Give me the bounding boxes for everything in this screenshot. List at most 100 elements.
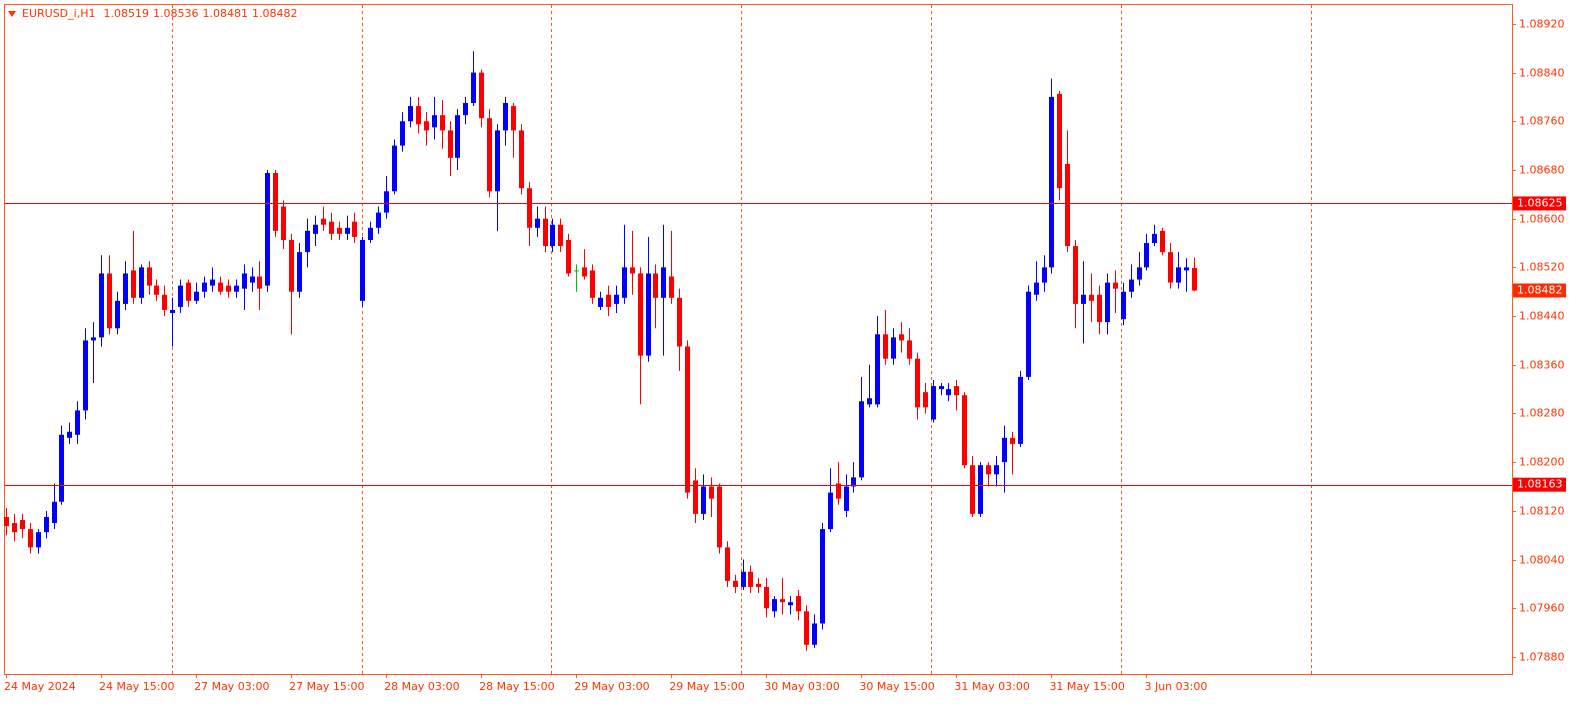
candle-body [566,239,571,274]
candle-body [622,267,627,298]
candle-body [764,586,769,609]
high-value: 1.08536 [153,7,199,20]
close-value: 1.08482 [252,7,298,20]
candle-body [899,334,904,341]
candle-body [107,273,112,329]
candle-body [210,279,215,286]
candle-body [733,580,738,587]
candle-body [693,480,698,514]
candle-body [669,276,674,298]
candle-body [297,252,302,292]
candle-body [408,106,413,122]
candle-body [20,519,25,530]
candle-body [836,483,841,499]
y-tick-label: 1.08280 [1519,407,1565,420]
y-tick-label: 1.08520 [1519,261,1565,274]
candle-body [756,583,761,587]
x-tick-label: 30 May 03:00 [764,680,839,693]
candle-body [646,273,651,356]
candle-body [352,221,357,237]
candle-body [202,282,207,292]
candle-body [859,401,864,478]
candle-body [1049,96,1054,268]
candle-body [139,267,144,298]
candle-body [978,465,983,514]
price-tag-label: 1.08625 [1517,196,1563,209]
candle-body [844,486,849,511]
candle-body [28,529,33,548]
candle-body [1168,252,1173,283]
x-tick-label: 31 May 03:00 [954,680,1029,693]
candle-body [598,297,603,307]
candle-body [780,599,785,603]
candle-body [234,285,239,292]
candle-body [1097,294,1102,323]
candle-body [91,337,96,341]
candle-body [67,431,72,438]
y-tick-label: 1.08680 [1519,164,1565,177]
candle-body [471,72,476,104]
price-tag: 1.08163 [1513,477,1566,492]
y-tick-label: 1.08440 [1519,310,1565,323]
candle-body [281,206,286,240]
candle-body [709,486,714,499]
x-tick-label: 24 May 15:00 [99,680,174,693]
candle-body [440,115,445,131]
y-tick-label: 1.08600 [1519,213,1565,226]
candle-body [986,465,991,475]
collapse-arrow[interactable] [8,11,16,17]
y-tick-label: 1.08760 [1519,115,1565,128]
candle-body [257,276,262,289]
candle-body [685,346,690,493]
candle-body [289,239,294,292]
y-tick-label: 1.08920 [1519,18,1565,31]
low-value: 1.08481 [202,7,248,20]
candle-body [661,267,666,298]
candle-body [463,103,468,116]
candle-body [147,267,152,286]
candle-body [495,130,500,192]
candle-body [638,273,643,356]
candle-body [416,106,421,125]
candle-body [590,270,595,298]
candle-body [455,115,460,158]
candle-body [487,118,492,192]
plot-frame [4,4,1513,675]
candle-body [1192,267,1197,291]
candle-body [1026,291,1031,377]
candle-body [867,398,872,405]
price-tag-bg [1513,283,1566,298]
candle-body [1144,243,1149,268]
x-tick-label: 31 May 15:00 [1049,680,1124,693]
candle-body [804,611,809,645]
candle-body [519,130,524,189]
candle-body [907,340,912,359]
candle-body [44,516,49,533]
y-tick-label: 1.08040 [1519,554,1565,567]
candle-body [170,309,175,314]
candle-body [915,358,920,408]
candle-body [1137,267,1142,280]
x-tick-label: 30 May 15:00 [859,680,934,693]
candle-body [305,230,310,253]
candle-body [1002,437,1007,463]
y-tick-label: 1.08360 [1519,359,1565,372]
candle-body [511,106,516,131]
x-tick-label: 24 May 2024 [4,680,76,693]
candle-body [994,465,999,475]
candle-body [448,130,453,158]
candle-body [265,173,270,286]
candle-body [606,294,611,307]
x-tick-label: 27 May 03:00 [194,680,269,693]
candle-body [543,218,548,247]
candle-body [535,218,540,228]
candle-body [851,477,856,487]
candle-body [154,285,159,295]
candle-body [527,188,532,228]
x-tick-label: 29 May 15:00 [669,680,744,693]
candle-body [194,291,199,301]
candle-body [360,239,365,301]
candle-body [574,270,579,272]
